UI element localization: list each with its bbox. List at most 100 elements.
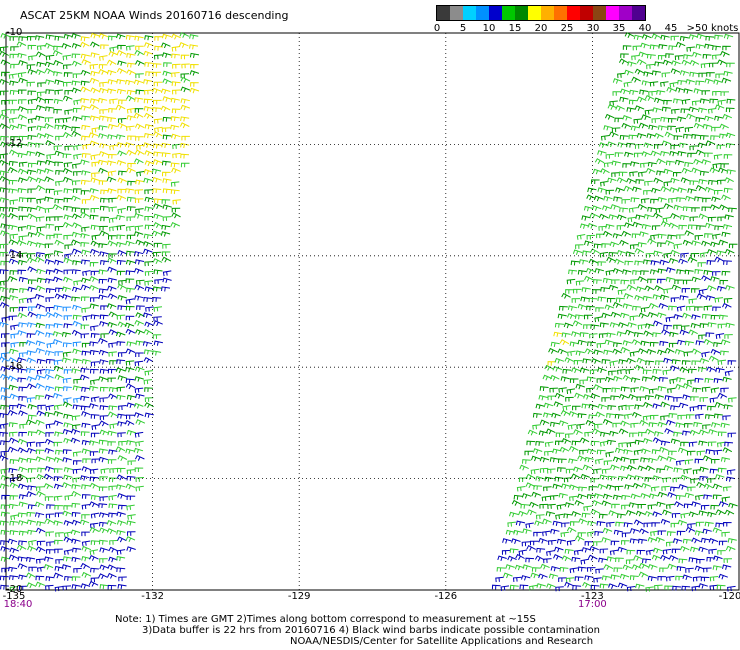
wind-barb [62, 167, 73, 174]
wind-barb [657, 455, 667, 462]
wind-barb [144, 160, 155, 167]
wind-barb [636, 96, 647, 103]
wind-barb [81, 494, 91, 499]
wind-barb [161, 142, 171, 148]
wind-barb [0, 366, 10, 372]
wind-barb [62, 221, 73, 228]
wind-barb [598, 557, 608, 563]
wind-barb [44, 556, 54, 562]
wind-barb [703, 338, 714, 345]
wind-barb [72, 477, 81, 483]
wind-barb [143, 133, 154, 139]
wind-barb [0, 373, 10, 380]
wind-barb [572, 320, 583, 327]
wind-barb [134, 108, 144, 113]
wind-barb [684, 422, 693, 428]
wind-barb [724, 334, 733, 339]
wind-barb [680, 441, 689, 447]
wind-barb [152, 159, 163, 165]
wind-barb [52, 204, 63, 211]
wind-barb [624, 222, 634, 228]
wind-barb [0, 114, 9, 120]
wind-barb [696, 33, 706, 40]
wind-barb [17, 330, 27, 336]
wind-barb [621, 230, 632, 237]
wind-barb [72, 286, 82, 293]
wind-barb [696, 225, 705, 230]
wind-barb [36, 566, 46, 573]
wind-barb [691, 585, 700, 592]
wind-barb [649, 269, 660, 275]
wind-barb [619, 96, 629, 103]
wind-barb [91, 172, 100, 178]
wind-barb [573, 549, 583, 556]
wind-barb [652, 437, 663, 444]
wind-barb [27, 286, 37, 293]
wind-barb [17, 563, 28, 570]
wind-barb [692, 576, 702, 582]
wind-barb [135, 485, 144, 492]
wind-barb [107, 277, 117, 283]
wind-barb [53, 45, 63, 51]
wind-barb [664, 395, 674, 401]
wind-barb [107, 257, 117, 264]
wind-barb [708, 538, 719, 544]
wind-barb [35, 486, 45, 492]
wind-barb [689, 59, 700, 66]
wind-barb [161, 152, 171, 158]
wind-barb [125, 483, 136, 490]
wind-barb [604, 304, 615, 311]
wind-barb [133, 267, 144, 274]
wind-barb [127, 162, 136, 168]
wind-barb [653, 250, 663, 256]
wind-barb [597, 150, 607, 156]
wind-barb [81, 350, 91, 356]
wind-barb [626, 549, 636, 555]
wind-barb [645, 252, 655, 258]
wind-barb [564, 548, 574, 554]
wind-barb [501, 549, 511, 555]
wind-barb [45, 513, 55, 519]
wind-barb [88, 403, 99, 409]
wind-barb [0, 412, 9, 418]
wind-barb [116, 259, 126, 265]
wind-barb [0, 187, 9, 193]
wind-barb [98, 125, 108, 131]
wind-barb [669, 187, 679, 193]
wind-barb [551, 412, 561, 419]
latitude-label: -20 [6, 584, 23, 595]
wind-barb [180, 142, 190, 149]
wind-barb [614, 258, 624, 265]
wind-barb [635, 286, 646, 292]
wind-barb [719, 279, 729, 285]
wind-barb [502, 538, 512, 544]
wind-speed-legend: 0 5 10 15 20 25 30 35 40 45 >50 knots [434, 5, 738, 35]
wind-barb [8, 160, 18, 166]
wind-barb [722, 224, 733, 230]
wind-barb [90, 432, 100, 438]
wind-barb [612, 422, 621, 428]
wind-barb [43, 483, 54, 489]
wind-barb [704, 152, 713, 158]
wind-barb [532, 424, 541, 430]
wind-barb [90, 41, 100, 48]
wind-barb [116, 224, 126, 231]
wind-barb [16, 403, 27, 410]
wind-barb [7, 375, 18, 382]
wind-barb [27, 98, 37, 105]
note-line-1: Note: 1) Times are GMT 2)Times along bot… [115, 614, 536, 625]
wind-barb [126, 115, 136, 121]
wind-barb [26, 169, 36, 175]
wind-barb [17, 188, 27, 194]
wind-barb [71, 519, 82, 526]
wind-barb [701, 159, 712, 165]
wind-barb [526, 440, 536, 446]
wind-barb [108, 153, 117, 159]
wind-barb [172, 152, 181, 159]
wind-barb [81, 307, 90, 313]
wind-barb [116, 50, 127, 56]
wind-barb [117, 188, 127, 194]
wind-barb [714, 115, 724, 122]
wind-barb [116, 359, 126, 365]
wind-barb [90, 494, 100, 500]
